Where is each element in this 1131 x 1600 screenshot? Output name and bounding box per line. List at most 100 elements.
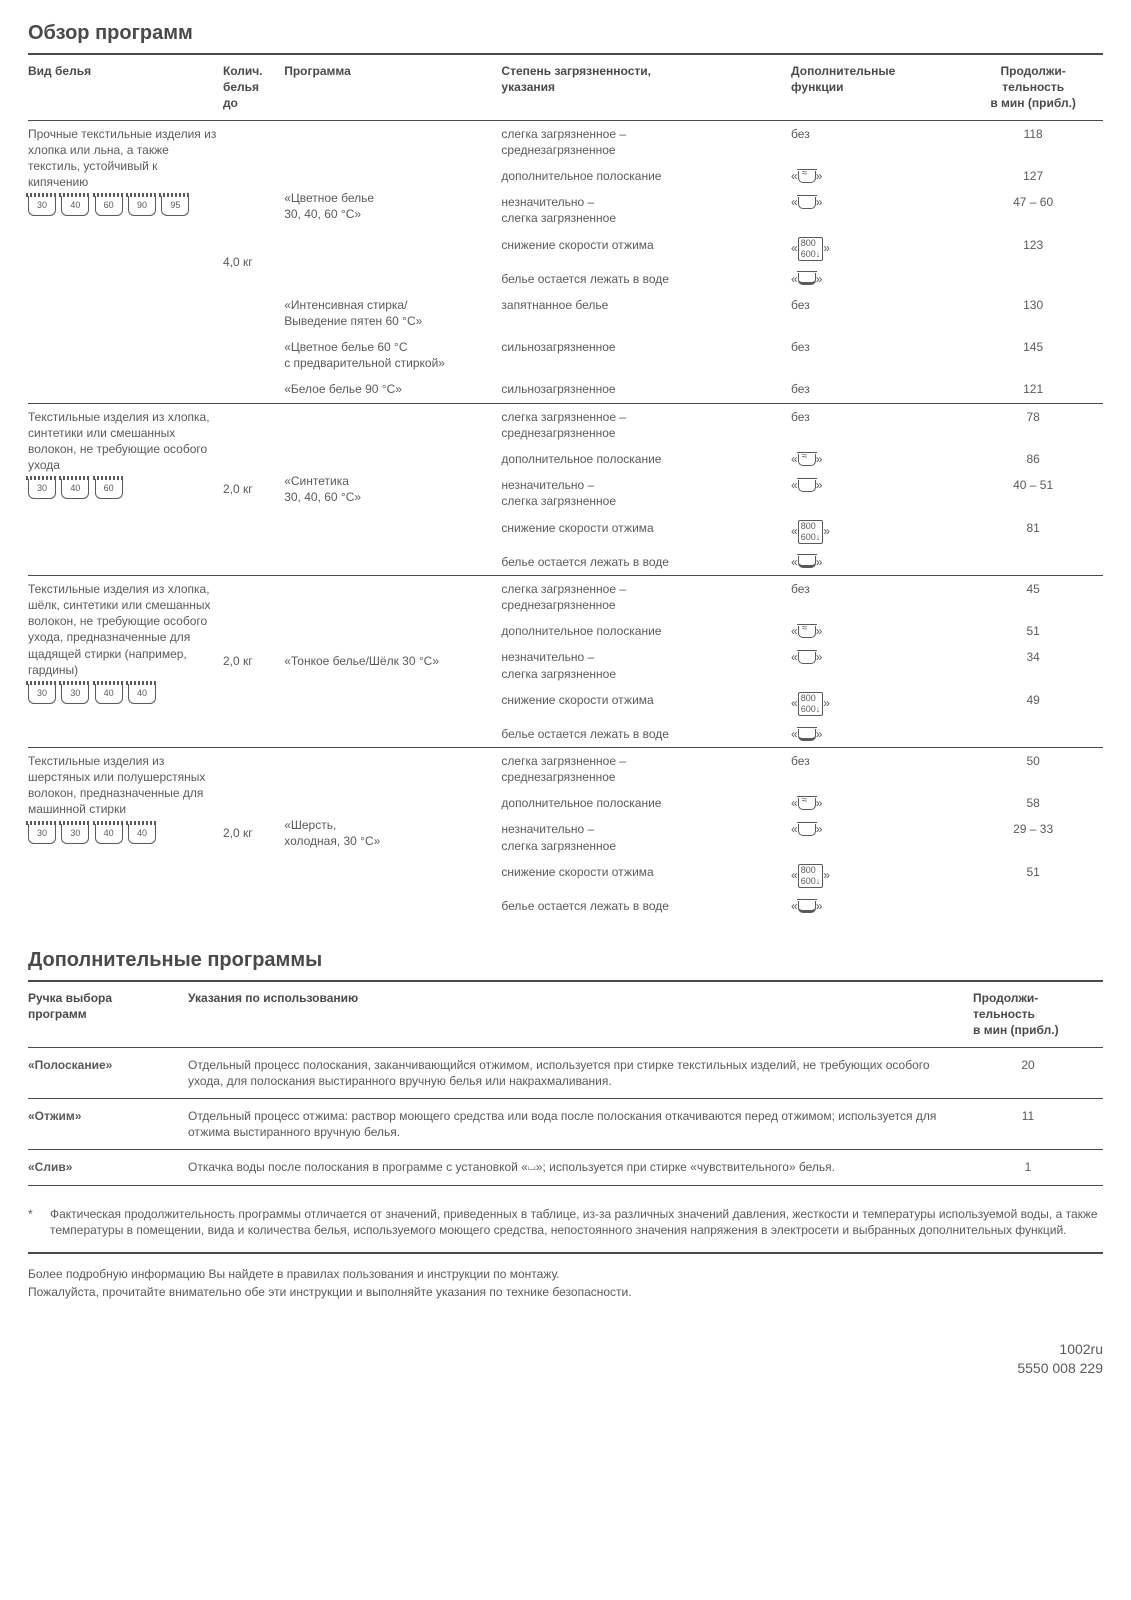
table-row: Текстильные изделия из хлопка, синтетики…: [28, 403, 1103, 446]
soil-cell: белье остается лежать в воде: [501, 549, 791, 576]
program-cell: «Тонкое белье/Шёлк 30 °C»: [284, 575, 501, 747]
duration-cell: 34: [969, 644, 1103, 686]
soil-cell: слегка загрязненное –среднезагрязненное: [501, 575, 791, 618]
header-row: Ручка выборапрограмм Указания по использ…: [28, 982, 1103, 1047]
care-icon: 40: [61, 479, 89, 499]
care-icon: 40: [128, 824, 156, 844]
care-icon: 90: [128, 196, 156, 216]
soil-cell: снижение скорости отжима: [501, 687, 791, 721]
soil-cell: слегка загрязненное –среднезагрязненное: [501, 403, 791, 446]
care-icon: 30: [28, 196, 56, 216]
duration-cell: 81: [969, 515, 1103, 549]
soil-cell: дополнительное полоскание: [501, 163, 791, 189]
h-soil: Степень загрязненности,указания: [501, 55, 791, 120]
duration-cell: 40 – 51: [969, 472, 1103, 514]
sup-title: Дополнительные программы: [28, 947, 1103, 974]
duration-cell: 145: [969, 334, 1103, 376]
header-row: Вид белья Колич.бельядо Программа Степен…: [28, 55, 1103, 120]
care-icon: 60: [95, 196, 123, 216]
divider: [28, 1185, 1103, 1186]
func-cell: «»: [791, 549, 969, 576]
sup-desc-cell: Откачка воды после полоскания в программ…: [188, 1150, 973, 1185]
duration-cell: 78: [969, 403, 1103, 446]
footnote-marker: *: [28, 1206, 38, 1238]
duration-cell: 51: [969, 618, 1103, 644]
care-icon: 60: [95, 479, 123, 499]
sup-desc-cell: Отдельный процесс отжима: раствор моющег…: [188, 1098, 973, 1149]
table-row: Текстильные изделия из хлопка, шёлк, син…: [28, 575, 1103, 618]
fabric-cell: Текстильные изделия из хлопка, шёлк, син…: [28, 575, 223, 747]
h-weight: Колич.бельядо: [223, 55, 284, 120]
duration-cell: [969, 893, 1103, 919]
table-row: Текстильные изделия из шерстяных или пол…: [28, 747, 1103, 790]
program-cell: «Цветное белье 60 °Cс предварительной ст…: [284, 334, 501, 376]
closing-line: Более подробную информацию Вы найдете в …: [28, 1266, 1103, 1282]
soil-cell: дополнительное полоскание: [501, 618, 791, 644]
duration-cell: 49: [969, 687, 1103, 721]
care-icon: 30: [28, 479, 56, 499]
soil-cell: дополнительное полоскание: [501, 446, 791, 472]
duration-cell: 130: [969, 292, 1103, 334]
weight-cell: 2,0 кг: [223, 575, 284, 747]
table-row: Прочные текстильные изделия из хлопка ил…: [28, 120, 1103, 163]
h-sup-dur: Продолжи-тельностьв мин (прибл.): [973, 982, 1103, 1047]
sup-table: Ручка выборапрограмм Указания по использ…: [28, 982, 1103, 1185]
soil-cell: незначительно –слегка загрязненное: [501, 189, 791, 231]
func-cell: без: [791, 334, 969, 376]
care-icon: 30: [28, 684, 56, 704]
program-cell: «Белое белье 90 °C»: [284, 376, 501, 403]
func-cell: «»: [791, 446, 969, 472]
footer-code: 1002ru: [28, 1340, 1103, 1359]
duration-cell: 45: [969, 575, 1103, 618]
func-cell: «»: [791, 266, 969, 292]
page-footer: 1002ru 5550 008 229: [28, 1340, 1103, 1378]
program-cell: «Цветное белье30, 40, 60 °C»: [284, 120, 501, 292]
footnote-text: Фактическая продолжительность программы …: [50, 1206, 1103, 1238]
fabric-cell: Текстильные изделия из хлопка, синтетики…: [28, 403, 223, 575]
soil-cell: сильнозагрязненное: [501, 334, 791, 376]
func-cell: без: [791, 403, 969, 446]
h-fabric: Вид белья: [28, 55, 223, 120]
footnote: * Фактическая продолжительность программ…: [28, 1206, 1103, 1252]
func-cell: «»: [791, 816, 969, 858]
func-cell: «»: [791, 644, 969, 686]
weight-cell: 4,0 кг: [223, 120, 284, 403]
duration-cell: 29 – 33: [969, 816, 1103, 858]
duration-cell: [969, 721, 1103, 748]
func-cell: «»: [791, 618, 969, 644]
soil-cell: слегка загрязненное –среднезагрязненное: [501, 747, 791, 790]
soil-cell: сильнозагрязненное: [501, 376, 791, 403]
closing-line: Пожалуйста, прочитайте внимательно обе э…: [28, 1284, 1103, 1300]
care-icon: 40: [95, 824, 123, 844]
soil-cell: снижение скорости отжима: [501, 515, 791, 549]
func-cell: «800600↓»: [791, 515, 969, 549]
func-cell: «800600↓»: [791, 687, 969, 721]
program-cell: «Шерсть,холодная, 30 °C»: [284, 747, 501, 919]
care-icon: 95: [161, 196, 189, 216]
func-cell: «»: [791, 790, 969, 816]
closing-text: Более подробную информацию Вы найдете в …: [28, 1266, 1103, 1300]
duration-cell: [969, 549, 1103, 576]
soil-cell: незначительно –слегка загрязненное: [501, 472, 791, 514]
duration-cell: 118: [969, 120, 1103, 163]
footer-code: 5550 008 229: [28, 1359, 1103, 1378]
weight-cell: 2,0 кг: [223, 747, 284, 919]
soil-cell: слегка загрязненное –среднезагрязненное: [501, 120, 791, 163]
duration-cell: 123: [969, 232, 1103, 266]
sup-name-cell: «Слив»: [28, 1150, 188, 1185]
h-prog: Программа: [284, 55, 501, 120]
soil-cell: снижение скорости отжима: [501, 859, 791, 893]
func-cell: «800600↓»: [791, 859, 969, 893]
h-dur: Продолжи-тельностьв мин (прибл.): [969, 55, 1103, 120]
care-icon: 40: [128, 684, 156, 704]
main-title: Обзор программ: [28, 20, 1103, 47]
sup-name-cell: «Полоскание»: [28, 1047, 188, 1098]
func-cell: без: [791, 575, 969, 618]
program-cell: «Интенсивная стирка/Выведение пятен 60 °…: [284, 292, 501, 334]
duration-cell: 51: [969, 859, 1103, 893]
func-cell: «»: [791, 893, 969, 919]
care-icon: 40: [61, 196, 89, 216]
duration-cell: 58: [969, 790, 1103, 816]
weight-cell: 2,0 кг: [223, 403, 284, 575]
divider: [28, 1252, 1103, 1254]
